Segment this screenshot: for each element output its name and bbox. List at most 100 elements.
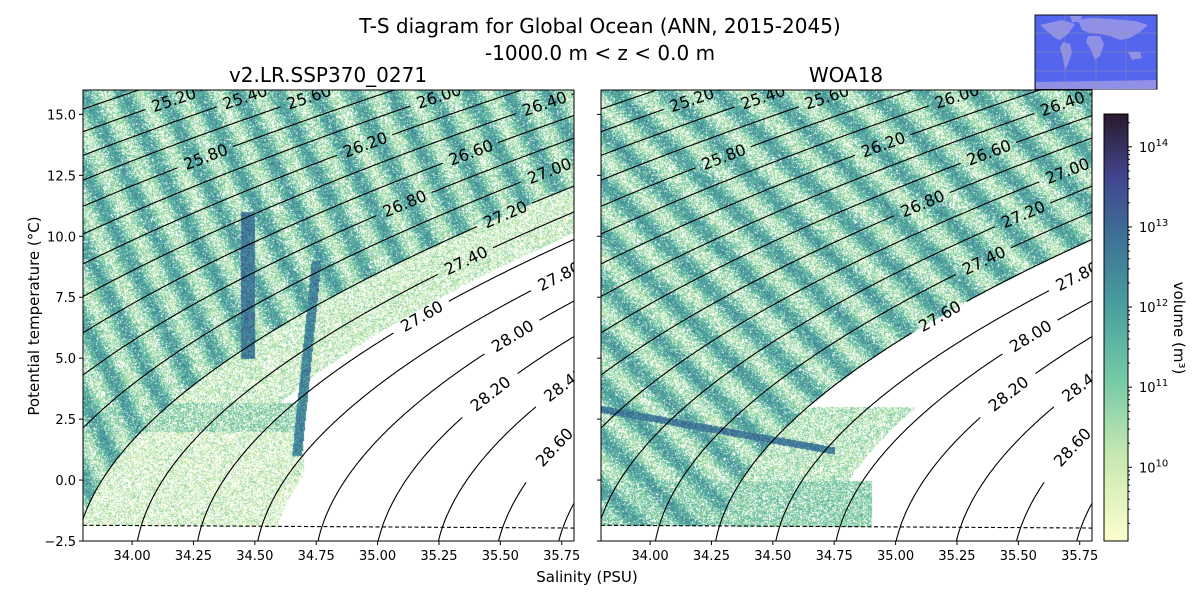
density-contour-line — [895, 416, 981, 541]
density-contour-label: 25.20 — [149, 83, 198, 116]
x-tick-label: 35.00 — [877, 549, 914, 564]
density-contour-label: 27.00 — [1043, 154, 1093, 188]
y-tick-label: −2.5 — [44, 535, 76, 550]
axes-frame-panel-0 — [82, 89, 575, 542]
density-contour-line — [83, 106, 281, 181]
density-contour-label: 28.60 — [532, 424, 577, 470]
x-axis-label: Salinity (PSU) — [536, 568, 638, 586]
y-tick-label: 12.5 — [47, 169, 76, 184]
colorbar-tick-base: 10 — [1139, 461, 1156, 476]
density-contour-label: 26.40 — [1038, 87, 1087, 120]
density-contour-line — [601, 106, 735, 156]
colorbar-tick-exponent: 14 — [1156, 138, 1169, 149]
x-tick-label: 34.50 — [236, 549, 273, 564]
y-tick-label: 5.0 — [55, 352, 76, 367]
axes-frame-panel-1 — [600, 89, 1093, 542]
density-contour-line — [955, 406, 1055, 541]
density-contour-line — [83, 106, 217, 156]
density-contour-label: 28.40 — [540, 363, 588, 406]
x-tick-label: 35.75 — [543, 549, 580, 564]
x-tick-label: 34.25 — [175, 549, 212, 564]
volume-heatmap-left — [83, 90, 574, 541]
x-tick-label: 35.00 — [359, 549, 396, 564]
density-contour-label: 27.00 — [525, 154, 575, 188]
density-contour-label: 27.80 — [1053, 257, 1102, 294]
density-contour-line — [492, 211, 574, 249]
density-contour-line — [232, 90, 396, 148]
density-contour-label: 26.60 — [964, 136, 1014, 170]
volume-heatmap-right — [601, 90, 1092, 541]
density-contour-line — [601, 154, 856, 265]
figure-subtitle: -1000.0 m < z < 0.0 m — [485, 41, 715, 65]
density-contour-label: 28.20 — [467, 372, 515, 415]
density-contour-label: 27.60 — [915, 297, 964, 336]
density-contour-label: 27.20 — [998, 197, 1048, 232]
density-contour-line — [83, 215, 377, 376]
density-contour-line — [83, 181, 522, 429]
y-tick-label: 10.0 — [47, 230, 76, 245]
density-contour-line — [601, 90, 659, 110]
density-contours-panel-0: 25.20 25.40 25.6025.8026.0026.2026.4026.60… — [71, 17, 588, 541]
density-contour-line — [966, 238, 1092, 302]
x-tick-label: 35.50 — [482, 549, 519, 564]
density-contour-line — [539, 300, 574, 321]
density-contour-label: 28.60 — [1050, 424, 1095, 470]
density-contour-label: 28.20 — [985, 372, 1033, 415]
density-contour-line — [83, 112, 517, 298]
density-contour-line — [83, 105, 411, 235]
panel-title-right: WOA18 — [809, 63, 883, 87]
density-contour-line — [497, 481, 527, 541]
panel-title-left: v2.LR.SSP370_0271 — [229, 63, 427, 87]
density-contour-line — [431, 137, 574, 194]
density-contours-panel-1: 25.20 25.40 25.6025.8026.0026.2026.4026.60… — [601, 80, 1102, 541]
density-contour-line — [377, 416, 463, 541]
y-axis-label: Potential temperature (°C) — [25, 216, 43, 415]
density-contour-line — [1015, 114, 1092, 144]
x-tick-label: 34.00 — [113, 549, 150, 564]
density-contour-line — [835, 353, 1003, 541]
density-contour-line — [601, 181, 1040, 429]
x-tick-label: 34.25 — [693, 549, 730, 564]
density-contour-label: 26.60 — [446, 136, 496, 170]
x-tick-label: 35.25 — [938, 549, 975, 564]
density-contour-line — [601, 106, 799, 181]
density-contour-line — [83, 108, 146, 133]
density-contour-label: 28.00 — [1006, 316, 1055, 356]
density-contour-label: 25.40 — [738, 81, 787, 114]
density-contour-line — [601, 162, 961, 334]
density-contour-label: 27.40 — [441, 242, 491, 279]
density-contour-label: 26.20 — [341, 128, 391, 162]
density-contour-line — [949, 137, 1092, 194]
density-contour-line — [197, 332, 394, 541]
density-contour-line — [775, 290, 1050, 541]
density-contour-line — [1076, 502, 1092, 541]
density-contour-line — [83, 162, 443, 334]
colorbar-tick-base: 10 — [1139, 381, 1156, 396]
freezing-point-line — [83, 524, 574, 529]
density-contour-label: 26.80 — [898, 186, 948, 221]
density-contour-line — [497, 114, 574, 144]
density-contour-line — [71, 17, 113, 30]
colorbar-tick-base: 10 — [1139, 301, 1156, 316]
density-contour-label: 26.00 — [932, 80, 981, 113]
colorbar-tick-exponent: 10 — [1156, 458, 1169, 469]
colorbar-tick-label: 1013 — [1139, 218, 1168, 236]
density-contour-line — [71, 17, 242, 70]
density-contour-line — [715, 332, 912, 541]
colorbar-tick-label: 1012 — [1139, 298, 1168, 316]
density-contour-line — [577, 157, 586, 160]
density-contour-line — [558, 502, 574, 541]
density-contour-label: 27.80 — [535, 257, 584, 294]
density-contour-label: 28.00 — [488, 316, 537, 356]
colorbar — [1103, 113, 1129, 542]
density-contour-line — [257, 290, 532, 541]
x-tick-label: 34.75 — [816, 549, 853, 564]
colorbar-label: volume (m³) — [1170, 282, 1188, 375]
density-contour-line — [532, 185, 574, 204]
density-contour-label: 26.20 — [859, 128, 909, 162]
density-contour-line — [581, 417, 585, 420]
density-contour-line — [83, 226, 478, 521]
density-contour-label: 26.80 — [380, 186, 430, 221]
density-contour-line — [1050, 185, 1092, 204]
density-contour-label: 25.80 — [699, 140, 749, 174]
